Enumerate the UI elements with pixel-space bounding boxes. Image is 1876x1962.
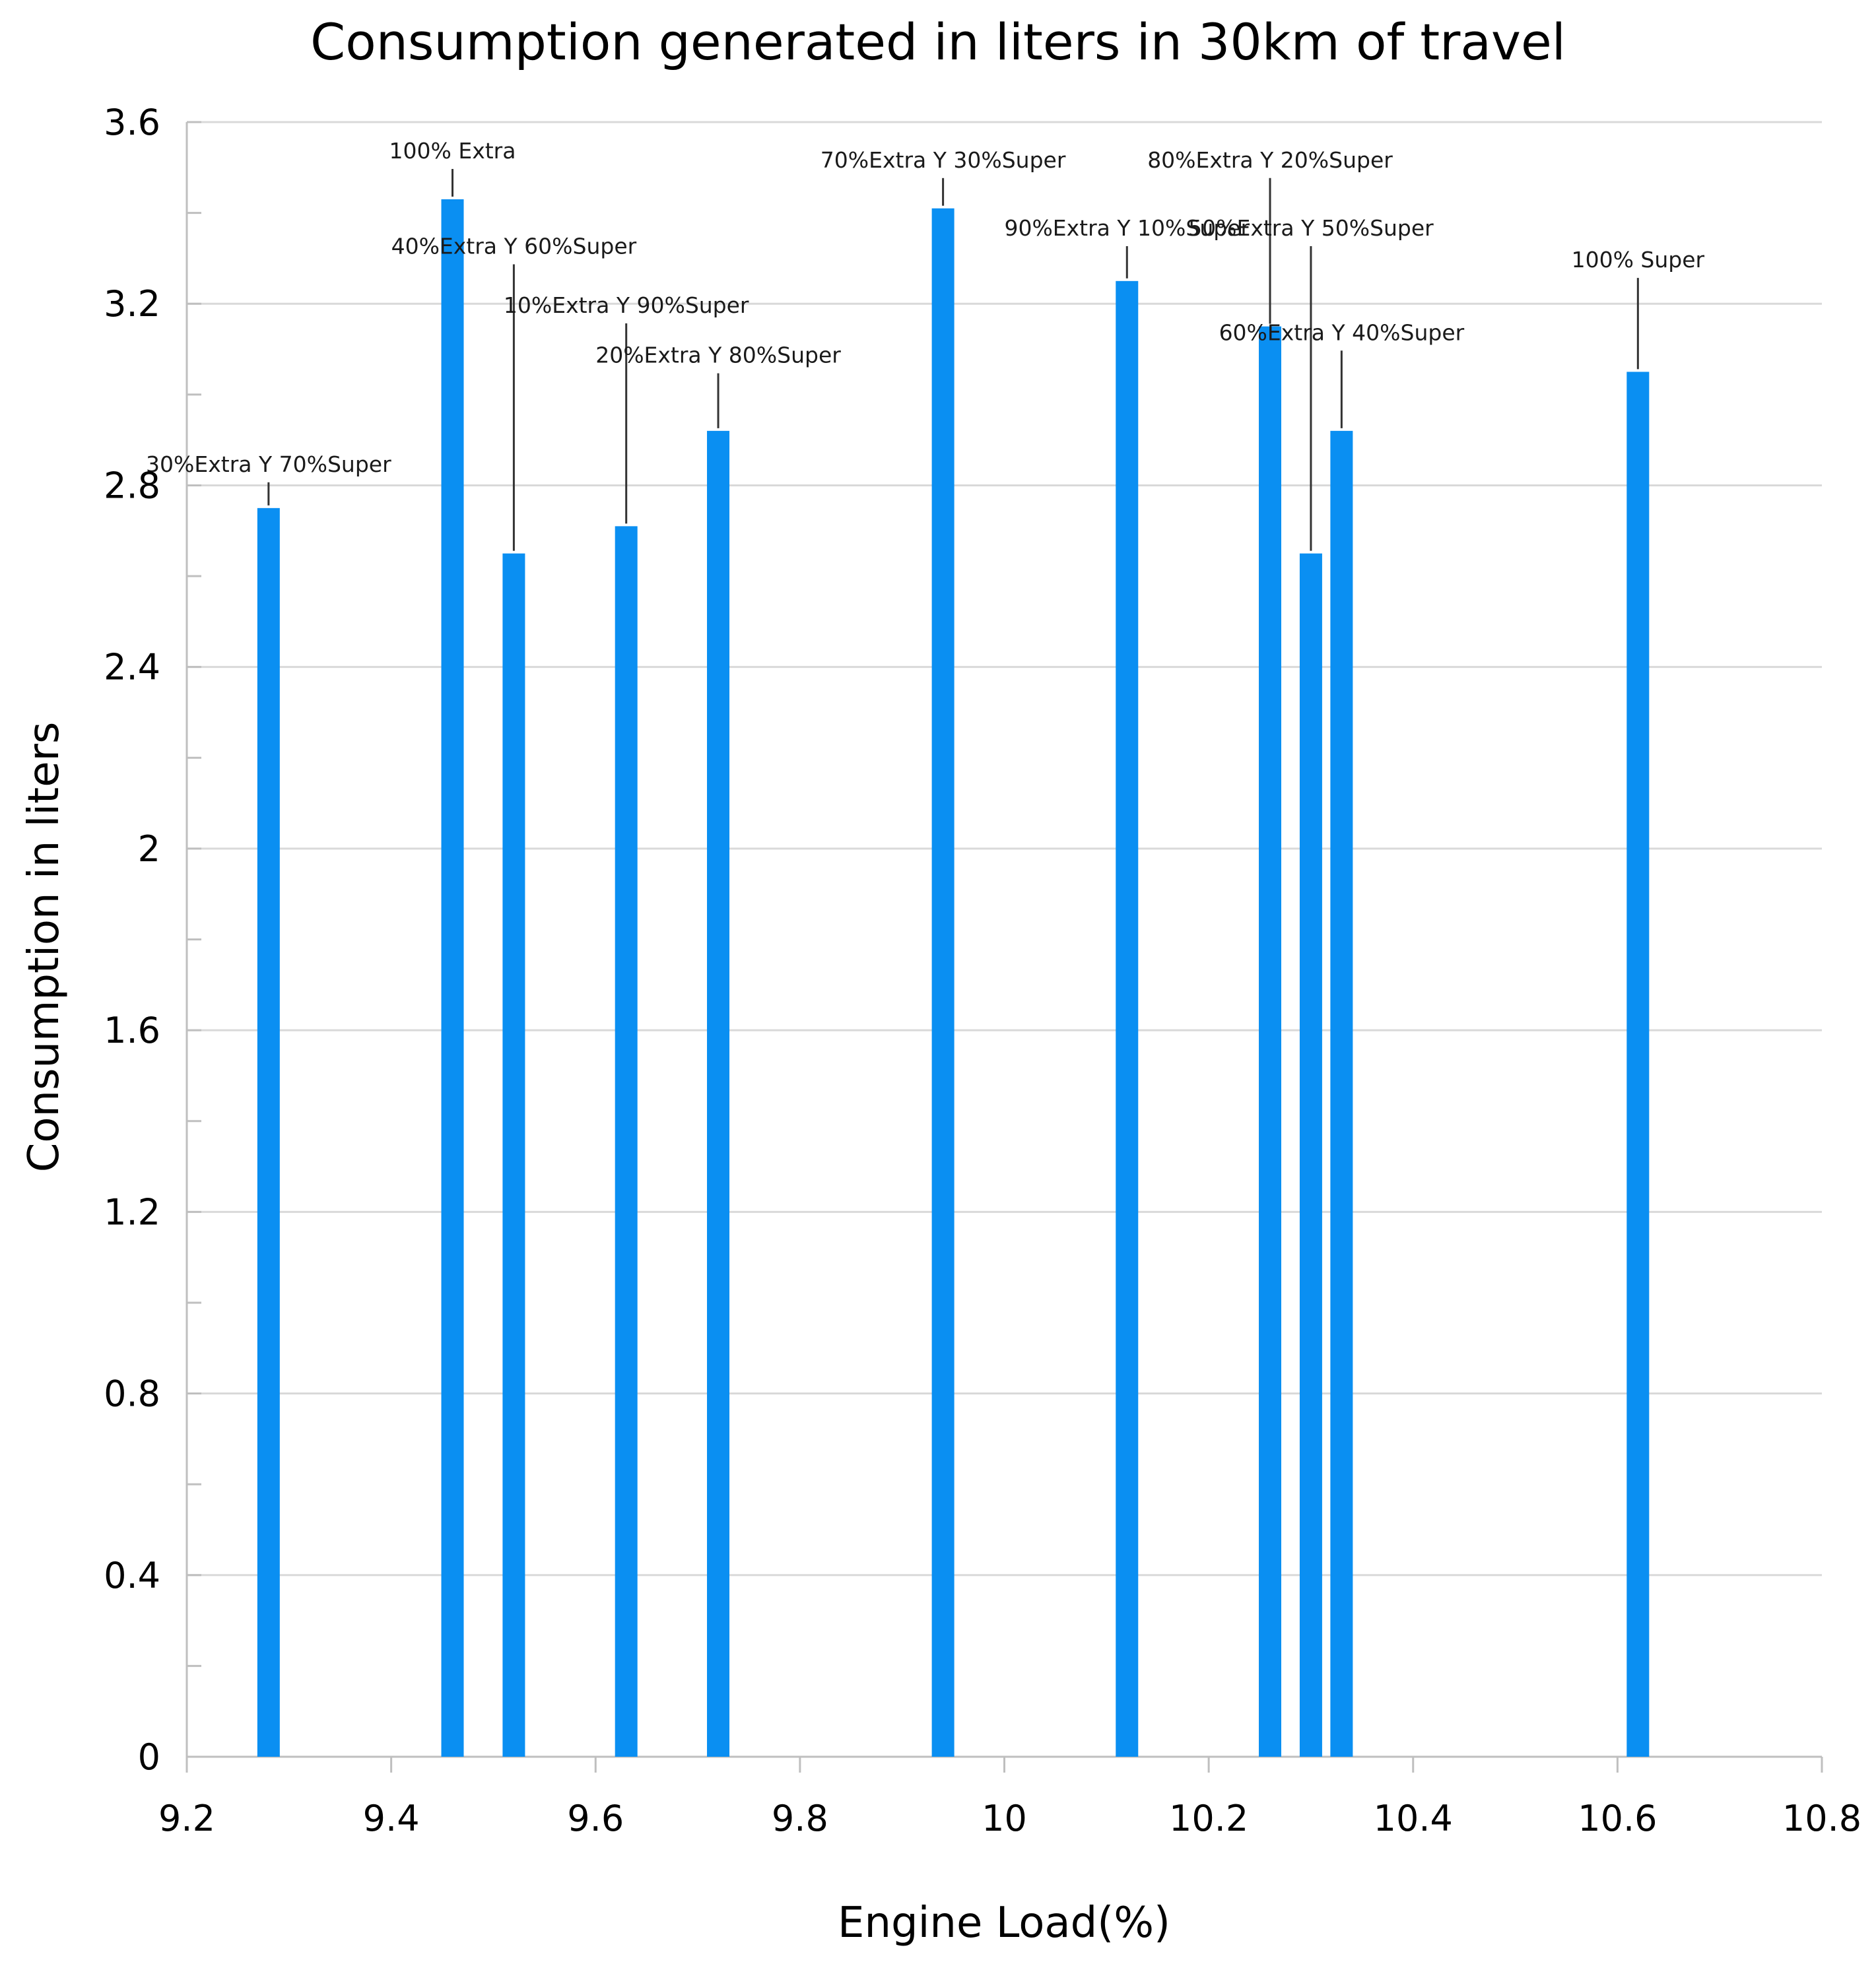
y-tick-label: 2 [138,828,160,870]
bar [1626,372,1650,1757]
bar [1259,326,1282,1757]
x-tick-label: 10.2 [1169,1798,1248,1839]
bar [1299,553,1322,1757]
x-tick-label: 10.4 [1374,1798,1453,1839]
y-tick-label: 0.8 [104,1373,160,1415]
data-label: 20%Extra Y 80%Super [595,343,841,368]
data-label: 80%Extra Y 20%Super [1147,147,1393,173]
x-tick-label: 9.4 [363,1798,420,1839]
x-tick-label: 10.8 [1782,1798,1861,1839]
data-label: 40%Extra Y 60%Super [391,234,637,259]
data-label: 100% Extra [389,138,516,164]
x-tick-label: 9.8 [772,1798,828,1839]
data-label: 100% Super [1572,247,1705,273]
data-labels: 30%Extra Y 70%Super 100% Extra 40%Extra Y … [146,138,1705,551]
y-tick-label: 2.4 [104,647,160,688]
bars [257,199,1650,1757]
x-tick-label: 10 [982,1798,1027,1839]
x-tick-label: 9.2 [158,1798,215,1839]
y-tick-label: 1.6 [104,1010,160,1051]
tick-labels: 0 0.4 0.8 1.2 1.6 2 2.4 2.8 3.2 3.6 9.2 9.4 9.6 9.8 10… [104,102,1861,1839]
bar [502,553,525,1757]
bar [1116,280,1139,1757]
gridlines [187,121,1822,1577]
bar [615,526,638,1757]
y-tick-label: 0.4 [104,1555,160,1596]
bar [441,199,464,1757]
y-axis-title: Consumption in liters [20,722,69,1173]
data-label: 30%Extra Y 70%Super [146,451,391,477]
data-label: 10%Extra Y 90%Super [504,292,749,318]
x-axis-title: Engine Load(%) [838,1899,1170,1947]
chart-title: Consumption generated in liters in 30km … [310,13,1566,71]
bar [257,507,280,1757]
y-tick-label: 2.8 [104,465,160,506]
data-label: 50%Extra Y 50%Super [1188,215,1434,241]
bar [707,430,730,1757]
axes [185,121,1823,1773]
y-tick-label: 1.2 [104,1191,160,1233]
x-tick-label: 9.6 [567,1798,624,1839]
y-tick-label: 0 [138,1736,160,1778]
y-tick-label: 3.2 [104,283,160,325]
data-label: 90%Extra Y 10%Super [1004,215,1250,241]
data-label: 70%Extra Y 30%Super [821,147,1066,173]
data-label: 60%Extra Y 40%Super [1219,319,1465,345]
x-tick-label: 10.6 [1578,1798,1657,1839]
y-tick-label: 3.6 [104,102,160,143]
bar [931,208,955,1757]
bar [1330,430,1353,1757]
